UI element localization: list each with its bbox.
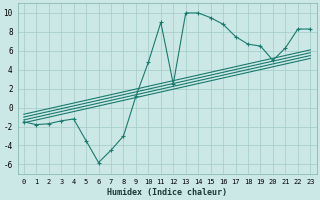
X-axis label: Humidex (Indice chaleur): Humidex (Indice chaleur): [107, 188, 227, 197]
